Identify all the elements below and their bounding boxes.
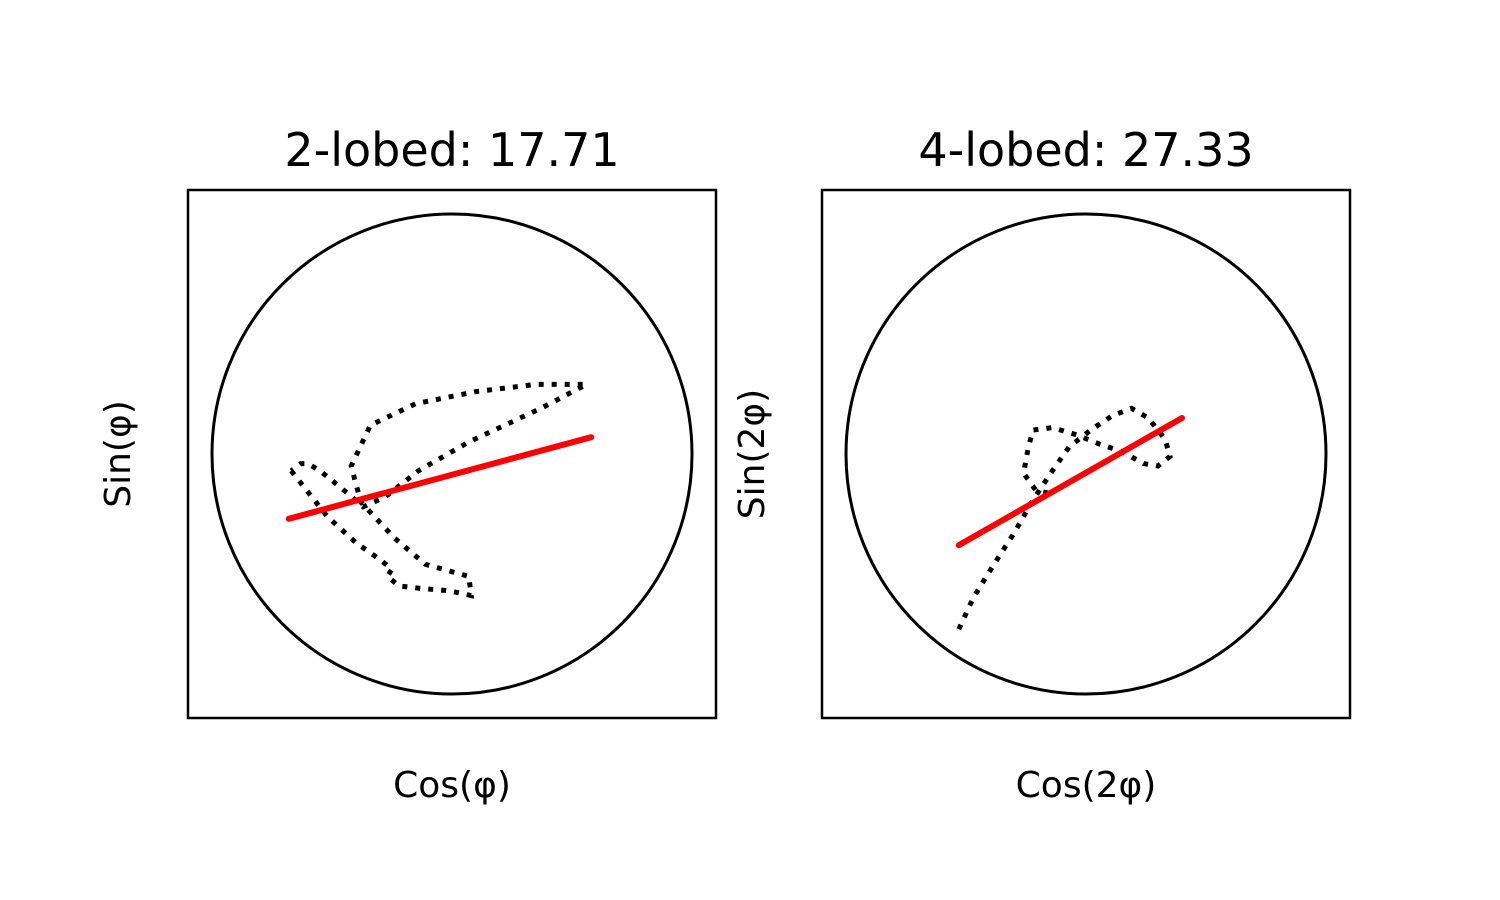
- unit-circle: [210, 212, 694, 696]
- mean-vector-line: [285, 434, 595, 522]
- mean-vector-line: [955, 415, 1185, 549]
- series-layer: [285, 381, 595, 599]
- plot-frame: [186, 188, 718, 720]
- y-axis-label: Sin(φ): [98, 400, 139, 508]
- x-axis-label: Cos(2φ): [1016, 765, 1157, 806]
- series-layer: [955, 405, 1185, 631]
- plot-frame: [820, 188, 1352, 720]
- chart-title: 4-lobed: 27.33: [918, 123, 1253, 177]
- chart-title: 2-lobed: 17.71: [284, 123, 619, 177]
- dotted-trajectory-line: [289, 381, 588, 599]
- y-axis-label: Sin(2φ): [732, 389, 773, 519]
- subplot-4-lobed: 4-lobed: 27.33 Cos(2φ) Sin(2φ): [732, 123, 1352, 806]
- x-axis-label: Cos(φ): [393, 765, 511, 806]
- subplot-2-lobed: 2-lobed: 17.71 Cos(φ) Sin(φ): [98, 123, 718, 806]
- unit-circle: [844, 212, 1328, 696]
